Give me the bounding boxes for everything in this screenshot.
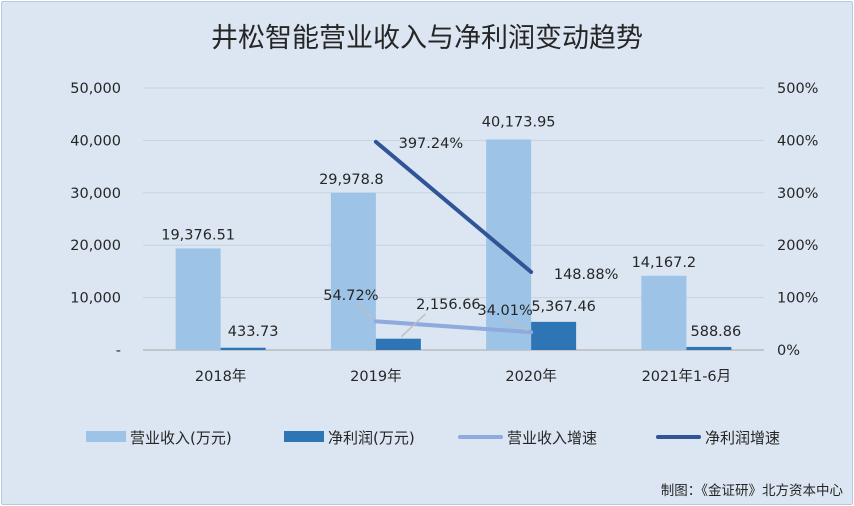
data-labels: 19,376.51 29,978.8 40,173.95 14,167.2 433.73… (161, 114, 741, 340)
x-tick-label: 2018年 (195, 368, 246, 385)
y-left-tick-label: 40,000 (70, 133, 121, 149)
leader-line (400, 313, 426, 338)
y-left-tick-label: 10,000 (70, 291, 121, 307)
y-left-tick-label: - (116, 343, 121, 359)
y-right-tick-label: 100% (777, 291, 818, 307)
net-profit-bar (375, 338, 421, 350)
net-profit-growth-label: 397.24% (399, 136, 464, 152)
net-profit-value-label: 5,367.46 (531, 299, 596, 315)
revenue-bar (641, 275, 687, 350)
growth-lines (373, 139, 534, 335)
legend: 营业收入(万元) 净利润(万元) 营业收入增速 净利润增速 (86, 429, 780, 447)
revenue-bar (486, 139, 532, 350)
net-profit-value-label: 2,156.66 (416, 297, 481, 313)
y-right-tick-label: 400% (777, 133, 818, 149)
leader-line (502, 318, 528, 331)
credit-text: 制图：《金证研》北方资本中心 (661, 483, 844, 499)
legend-label: 营业收入(万元) (130, 429, 232, 447)
revenue-value-label: 40,173.95 (482, 114, 556, 130)
net-profit-value-label: 433.73 (228, 324, 279, 340)
legend-swatch (284, 431, 324, 442)
chart-title: 井松智能营业收入与净利润变动趋势 (211, 23, 643, 54)
axes: - 0% 10,000 100% 20,000 200% 30,000 300% 40,000 4… (70, 81, 818, 385)
revenue-growth-label: 34.01% (477, 303, 532, 319)
net-profit-bar (220, 347, 266, 350)
x-tick-label: 2019年 (350, 368, 401, 385)
net-profit-growth-label: 148.88% (554, 267, 619, 283)
leader-line (355, 303, 374, 319)
legend-label: 净利润增速 (705, 429, 780, 447)
revenue-value-label: 19,376.51 (161, 227, 235, 243)
y-left-tick-label: 20,000 (70, 238, 121, 254)
y-left-tick-label: 50,000 (70, 81, 121, 97)
revenue-growth-line (373, 319, 534, 335)
x-tick-label: 2020年 (505, 368, 556, 385)
y-right-tick-label: 300% (777, 186, 818, 202)
bars (175, 139, 732, 350)
x-tick-label: 2021年1-6月 (642, 368, 732, 385)
net-profit-bar (686, 346, 732, 350)
net-profit-bar (531, 321, 577, 350)
legend-label: 净利润(万元) (328, 429, 415, 447)
net-profit-value-label: 588.86 (691, 324, 742, 340)
legend-swatch (86, 431, 126, 442)
legend-label: 营业收入增速 (507, 429, 597, 447)
leader-lines (355, 303, 528, 338)
y-right-tick-label: 500% (777, 81, 818, 97)
y-right-tick-label: 0% (777, 343, 800, 359)
net-profit-growth-line (373, 139, 534, 274)
y-left-tick-label: 30,000 (70, 186, 121, 202)
revenue-growth-label: 54.72% (323, 288, 378, 304)
revenue-value-label: 14,167.2 (632, 255, 697, 271)
y-right-tick-label: 200% (777, 238, 818, 254)
revenue-bar (330, 192, 376, 350)
revenue-value-label: 29,978.8 (319, 172, 384, 188)
revenue-bar (175, 248, 221, 350)
